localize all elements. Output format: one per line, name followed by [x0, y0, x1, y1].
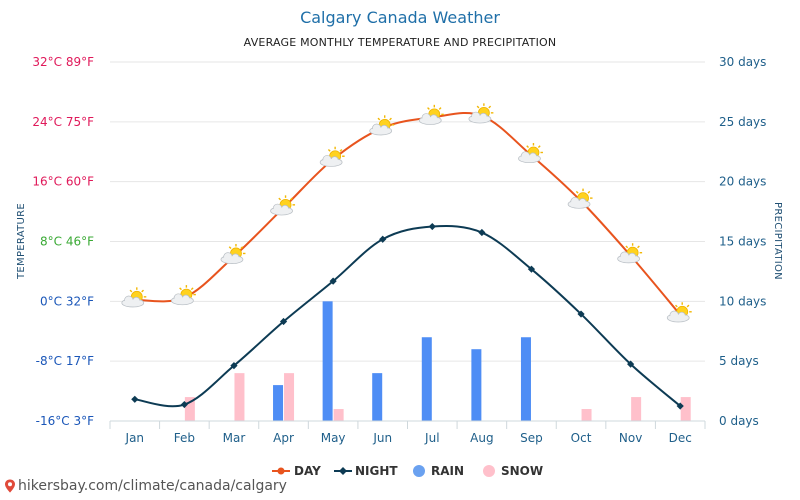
x-tick-label: May	[321, 431, 346, 445]
snow-bar	[631, 397, 642, 421]
snow-bar	[333, 409, 344, 421]
sun-cloud-icon	[666, 302, 692, 323]
y-tick-label: -8°C 17°F	[36, 354, 94, 368]
night-point	[428, 222, 436, 231]
legend-rain-label: RAIN	[431, 464, 464, 478]
night-point	[527, 265, 536, 273]
sun-cloud-icon	[418, 104, 444, 125]
x-tick-label: Jul	[424, 431, 439, 445]
legend-snow-swatch	[483, 465, 495, 477]
night-point	[279, 317, 288, 326]
night-point	[478, 228, 486, 237]
night-point	[131, 395, 139, 403]
y-tick-label: 24°C 75°F	[32, 115, 94, 129]
axes: 32°C 89°F 24°C 75°F 16°C 60°F 8°C 46°F 0°C 3…	[32, 55, 766, 445]
y2-tick-label: 30 days	[719, 55, 766, 69]
y2-axis-title: PRECIPITATION	[772, 202, 783, 280]
night-point	[180, 400, 188, 409]
y2-tick-label: 20 days	[719, 175, 766, 189]
y-tick-label: 32°C 89°F	[32, 55, 94, 69]
night-point	[676, 402, 684, 410]
snow-bar	[234, 373, 245, 421]
footer-link[interactable]: hikersbay.com/climate/canada/calgary	[18, 478, 287, 494]
night-markers	[131, 222, 684, 410]
legend-night-label: NIGHT	[355, 464, 398, 478]
y-tick-label: 16°C 60°F	[32, 175, 94, 189]
x-tick-label: Sep	[520, 431, 543, 445]
sun-cloud-icon	[171, 285, 196, 306]
rain-bar	[421, 337, 432, 421]
y-axis-title: TEMPERATURE	[16, 203, 27, 280]
grid-lines	[110, 61, 705, 422]
footer[interactable]: hikersbay.com/climate/canada/calgary	[4, 478, 287, 494]
rain-bar	[520, 337, 531, 421]
rain-bar	[273, 385, 284, 421]
rain-bar	[322, 301, 333, 421]
x-tick-label: Apr	[273, 431, 294, 445]
x-tick-label: Aug	[470, 431, 493, 445]
y2-tick-label: 0 days	[719, 414, 759, 428]
snow-bar	[284, 373, 295, 421]
rain-bar	[372, 373, 383, 421]
sun-cloud-icon	[518, 142, 543, 164]
y-tick-label: 0°C 32°F	[40, 294, 94, 308]
location-pin-icon	[5, 479, 15, 493]
sun-cloud-icon	[617, 243, 643, 264]
temperature-lines	[134, 112, 681, 408]
x-tick-label: Nov	[619, 431, 642, 445]
night-point	[577, 310, 585, 318]
night-series-line	[134, 225, 681, 408]
x-tick-label: Feb	[174, 431, 195, 445]
sun-cloud-icon	[468, 103, 494, 124]
night-point	[329, 277, 337, 285]
legend-snow-label: SNOW	[501, 464, 543, 478]
snow-bar	[184, 397, 195, 421]
sun-cloud-icon	[121, 287, 147, 308]
x-tick-label: Jun	[372, 431, 392, 445]
day-series-line	[134, 112, 681, 316]
legend: DAY NIGHT RAIN SNOW	[272, 464, 543, 478]
y2-tick-label: 25 days	[719, 115, 766, 129]
chart-subtitle: AVERAGE MONTHLY TEMPERATURE AND PRECIPIT…	[244, 36, 557, 49]
weather-icons	[121, 103, 692, 323]
weather-chart: Calgary Canada Weather AVERAGE MONTHLY T…	[16, 8, 783, 478]
night-point	[230, 362, 238, 370]
chart-title: Calgary Canada Weather	[300, 8, 500, 27]
legend-night-marker	[339, 467, 347, 475]
sun-cloud-icon	[369, 115, 395, 136]
x-tick-label: Oct	[571, 431, 592, 445]
y2-tick-label: 15 days	[719, 235, 766, 249]
night-point	[379, 235, 387, 243]
x-tick-label: Mar	[223, 431, 246, 445]
snow-bar	[581, 409, 592, 421]
precipitation-bars	[184, 301, 691, 421]
sun-cloud-icon	[567, 188, 593, 209]
sun-cloud-icon	[319, 146, 345, 167]
legend-day-label: DAY	[294, 464, 321, 478]
y2-tick-label: 10 days	[719, 294, 766, 308]
rain-bar	[471, 349, 482, 421]
y-tick-label: -16°C 3°F	[36, 414, 94, 428]
y2-tick-label: 5 days	[719, 354, 759, 368]
legend-rain-swatch	[413, 465, 425, 477]
x-tick-label: Jan	[125, 431, 145, 445]
sun-cloud-icon	[270, 195, 296, 216]
y-tick-label: 8°C 46°F	[40, 235, 94, 249]
legend-day-marker	[277, 467, 285, 475]
x-tick-label: Dec	[669, 431, 692, 445]
sun-cloud-icon	[220, 243, 246, 265]
snow-bar	[680, 397, 691, 421]
night-point	[627, 360, 635, 368]
